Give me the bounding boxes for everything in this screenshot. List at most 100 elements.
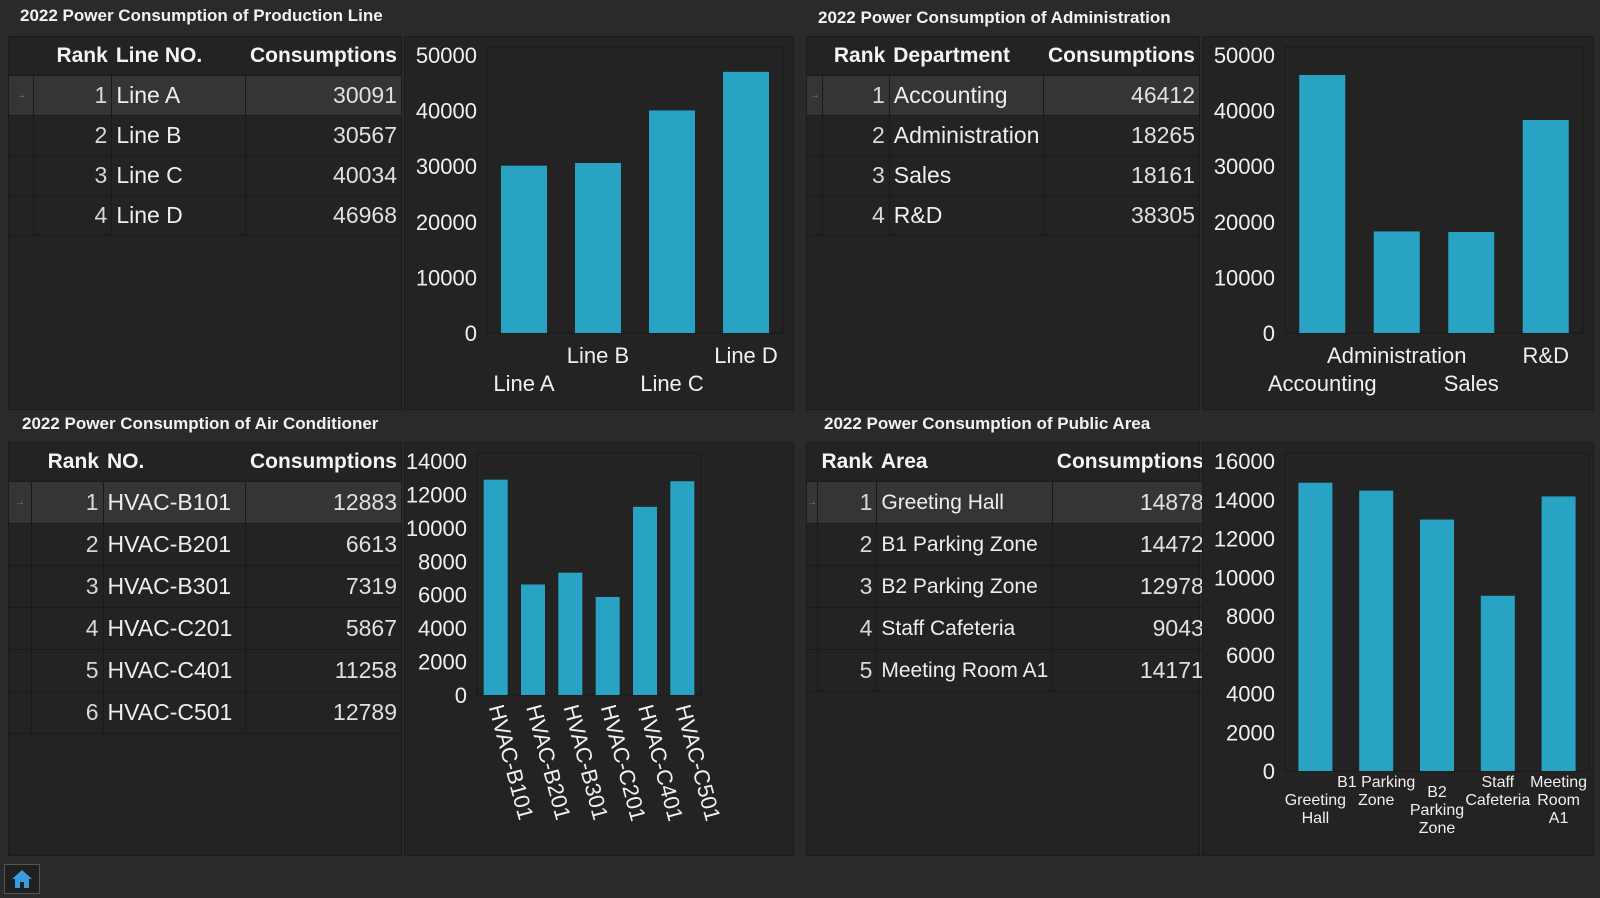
aircon-chart-svg: 02000400060008000100001200014000HVAC-B10…	[406, 449, 726, 824]
production-table: Rank Line NO. Consumptions → 1 Line A 30…	[8, 36, 402, 410]
y-tick-label: 12000	[1214, 527, 1275, 552]
bar-hvac-c401[interactable]	[633, 506, 657, 695]
table-header-row: Rank Area Consumptions	[807, 443, 1208, 482]
table-row[interactable]: 3 Line C 40034	[9, 155, 401, 196]
bar-line-b[interactable]	[575, 163, 621, 333]
bar-administration[interactable]	[1373, 231, 1420, 333]
cell-rank: 3	[817, 565, 878, 608]
cell-rank: 4	[31, 607, 104, 650]
bar-b2-parking-zone[interactable]	[1420, 519, 1454, 771]
col-rank[interactable]: Rank	[822, 37, 890, 76]
col-name[interactable]: Line NO.	[111, 37, 246, 76]
bar-line-a[interactable]	[501, 165, 547, 333]
table-row[interactable]: 4 Staff Cafeteria 9043	[807, 607, 1208, 650]
bar-b1-parking-zone[interactable]	[1359, 490, 1394, 771]
bar-hvac-b201[interactable]	[521, 584, 545, 695]
administration-grid: Rank Department Consumptions → 1 Account…	[807, 37, 1199, 236]
cell-name: Greeting Hall	[876, 481, 1054, 524]
y-tick-label: 50000	[416, 43, 477, 68]
y-tick-label: 14000	[406, 449, 467, 474]
y-tick-label: 6000	[1226, 643, 1275, 668]
table-row[interactable]: 4 R&D 38305	[807, 195, 1199, 236]
table-row[interactable]: → 1 Line A 30091	[9, 75, 401, 116]
table-row[interactable]: 2 B1 Parking Zone 14472	[807, 523, 1208, 566]
col-consumptions[interactable]: Consumptions	[1052, 443, 1208, 482]
cell-name: HVAC-B101	[103, 481, 247, 524]
table-row[interactable]: 2 Administration 18265	[807, 115, 1199, 156]
panel-title: 2022 Power Consumption of Production Lin…	[20, 6, 383, 25]
col-name[interactable]: Area	[876, 443, 1053, 482]
cell-value: 14878	[1052, 481, 1208, 524]
cell-value: 18265	[1043, 115, 1199, 156]
row-indicator-icon: →	[9, 481, 32, 524]
bar-accounting[interactable]	[1299, 74, 1346, 333]
y-tick-label: 30000	[1214, 154, 1275, 179]
cell-rank: 1	[31, 481, 104, 524]
cell-name: HVAC-B301	[103, 565, 247, 608]
row-indicator-icon: →	[9, 75, 35, 116]
y-tick-label: 14000	[1214, 488, 1275, 513]
cell-rank: 3	[31, 565, 104, 608]
plot-area	[1284, 46, 1584, 334]
col-name[interactable]: Department	[889, 37, 1044, 76]
table-row[interactable]: 2 HVAC-B201 6613	[9, 523, 401, 566]
bar-hvac-b101[interactable]	[483, 479, 508, 695]
col-consumptions[interactable]: Consumptions	[1043, 37, 1199, 76]
table-row[interactable]: 3 Sales 18161	[807, 155, 1199, 196]
table-row[interactable]: 6 HVAC-C501 12789	[9, 691, 401, 734]
public-grid: Rank Area Consumptions → 1 Greeting Hall…	[807, 443, 1208, 692]
bar-meeting-room-a1[interactable]	[1541, 496, 1576, 771]
cell-rank: 2	[31, 523, 104, 566]
y-tick-label: 10000	[1214, 265, 1275, 290]
cell-name: Line A	[111, 75, 247, 116]
cell-value: 38305	[1043, 195, 1199, 236]
bar-greeting-hall[interactable]	[1298, 482, 1333, 771]
y-tick-label: 16000	[1214, 449, 1275, 474]
col-rank[interactable]: Rank	[31, 443, 103, 482]
cell-name: Line C	[111, 155, 247, 196]
row-indicator-icon: →	[807, 75, 824, 116]
bar-sales[interactable]	[1448, 232, 1495, 333]
panel-title: 2022 Power Consumption of Administration	[818, 8, 1171, 27]
cell-name: Meeting Room A1	[876, 649, 1054, 692]
bar-hvac-c501[interactable]	[670, 481, 695, 695]
home-button[interactable]	[4, 864, 40, 894]
col-name[interactable]: NO.	[103, 443, 246, 482]
cell-value: 12978	[1052, 565, 1208, 608]
cell-value: 18161	[1043, 155, 1199, 196]
col-rank[interactable]: Rank	[817, 443, 877, 482]
cell-rank: 4	[822, 195, 890, 236]
administration-chart: 0 10000 20000 30000 40000 50000 Accounting Admi…	[1202, 36, 1594, 410]
y-tick-label: 0	[1263, 759, 1275, 784]
table-row[interactable]: 3 HVAC-B301 7319	[9, 565, 401, 608]
bar-hvac-c201[interactable]	[595, 596, 620, 695]
col-consumptions[interactable]: Consumptions	[245, 37, 401, 76]
table-row[interactable]: → 1 Greeting Hall 14878	[807, 481, 1208, 524]
aircon-chart: 0 2000 4000 6000 8000 10000 12000 14000 HVAC-B10…	[404, 442, 794, 856]
y-tick-label: 10000	[1214, 565, 1275, 590]
table-row[interactable]: 5 Meeting Room A1 14171	[807, 649, 1208, 692]
bar-line-d[interactable]	[723, 71, 769, 334]
y-tick-label: 8000	[1226, 604, 1275, 629]
bar-line-c[interactable]	[649, 110, 695, 334]
table-row[interactable]: → 1 HVAC-B101 12883	[9, 481, 401, 524]
table-row[interactable]: 3 B2 Parking Zone 12978	[807, 565, 1208, 608]
col-consumptions[interactable]: Consumptions	[245, 443, 401, 482]
cell-name: Line B	[111, 115, 247, 156]
table-row[interactable]: 4 HVAC-C201 5867	[9, 607, 401, 650]
table-row[interactable]: → 1 Accounting 46412	[807, 75, 1199, 116]
table-row[interactable]: 2 Line B 30567	[9, 115, 401, 156]
panel-administration: 2022 Power Consumption of Administration…	[804, 0, 1596, 410]
table-row[interactable]: 4 Line D 46968	[9, 195, 401, 236]
col-rank[interactable]: Rank	[33, 37, 112, 76]
bar-staff-cafeteria[interactable]	[1480, 595, 1515, 771]
y-tick-label: 40000	[1214, 99, 1275, 124]
x-tick-label: Line B	[567, 343, 629, 368]
bar-hvac-b301[interactable]	[558, 572, 583, 695]
y-tick-label: 6000	[418, 583, 467, 608]
bar-r-d[interactable]	[1522, 120, 1569, 333]
table-row[interactable]: 5 HVAC-C401 11258	[9, 649, 401, 692]
cell-name: Administration	[889, 115, 1045, 156]
cell-value: 40034	[245, 155, 401, 196]
cell-rank: 5	[817, 649, 878, 692]
